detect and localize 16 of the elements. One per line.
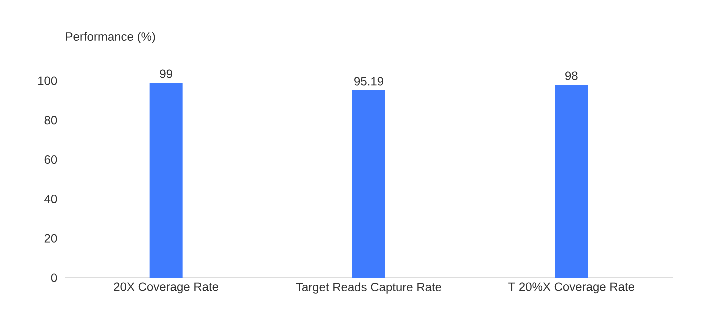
bar <box>150 82 183 278</box>
y-tick-label: 0 <box>51 274 58 282</box>
y-tick-label: 20 <box>44 234 58 243</box>
y-axis-title: Performance (%) <box>66 32 156 44</box>
bar <box>352 90 386 278</box>
y-tick-label: 80 <box>44 116 58 125</box>
data-label: 98 <box>566 72 578 80</box>
y-tick-label: 60 <box>44 156 58 164</box>
x-tick-label: T 20%X Coverage Rate <box>508 282 634 294</box>
y-tick-label: 100 <box>38 76 58 86</box>
y-tick-label: 40 <box>44 194 58 204</box>
data-label: 95.19 <box>354 77 384 86</box>
bar <box>555 84 588 278</box>
x-tick-label: 20X Coverage Rate <box>114 282 218 294</box>
x-tick-label: Target Reads Capture Rate <box>296 282 442 294</box>
data-label: 99 <box>160 70 172 78</box>
